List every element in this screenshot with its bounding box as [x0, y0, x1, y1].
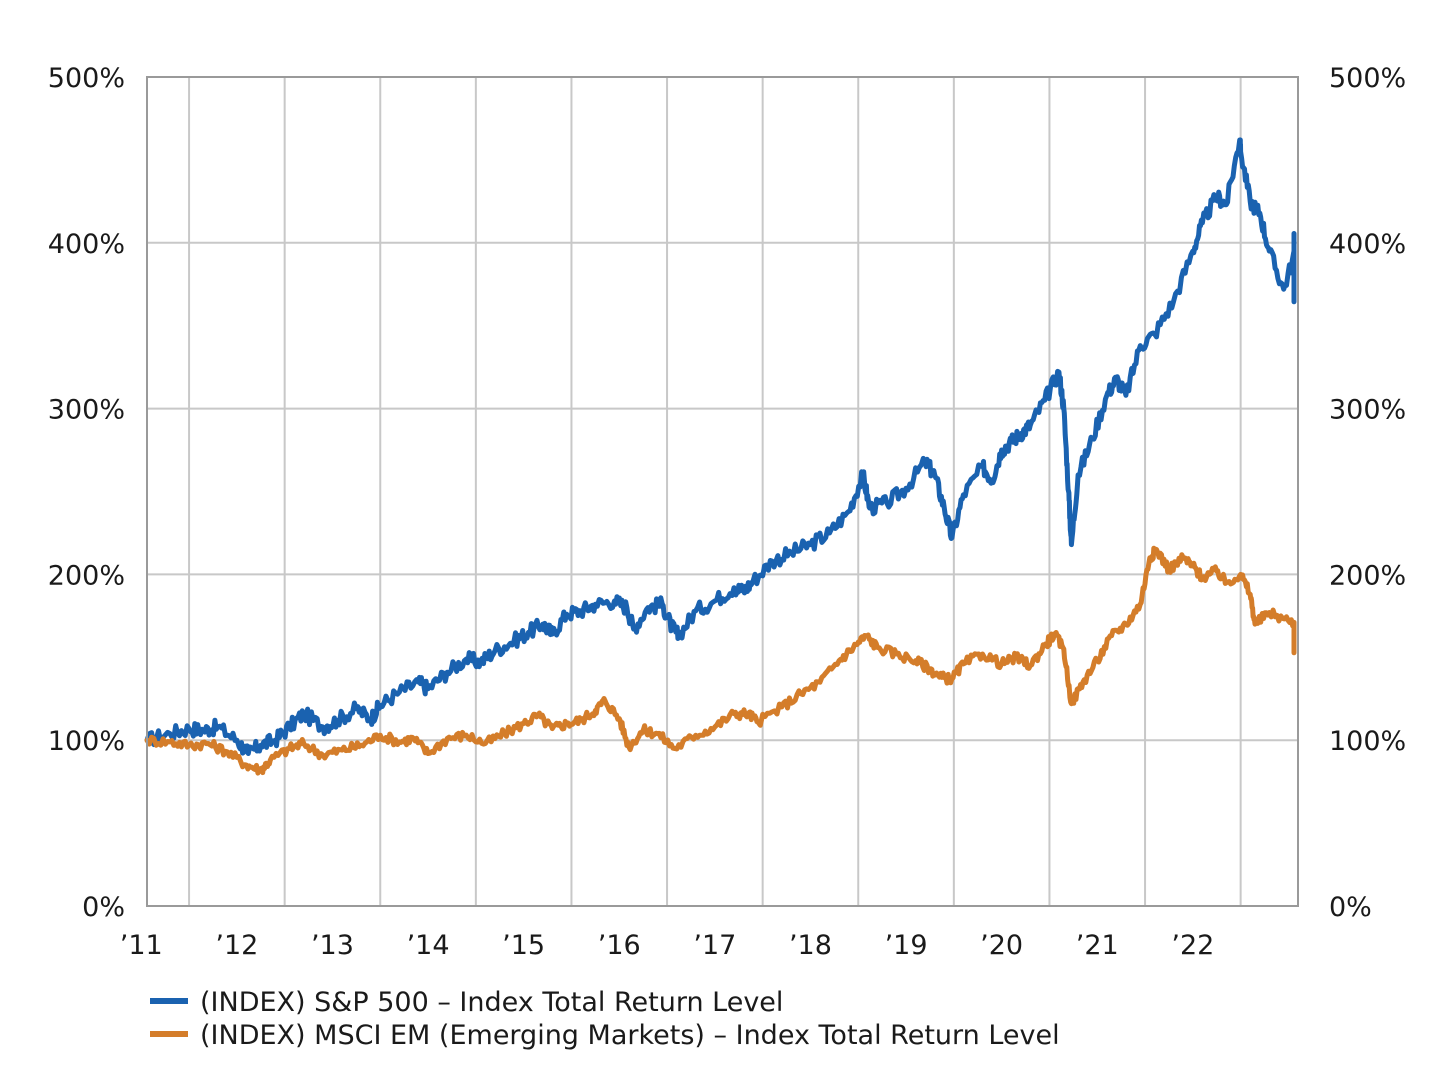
x-tick-label: ’18: [789, 930, 832, 961]
y-tick-label-left: 200%: [48, 560, 125, 591]
x-tick-label: ’13: [311, 930, 354, 961]
x-tick-label: ’11: [120, 930, 163, 961]
x-tick-label: ’19: [885, 930, 928, 961]
y-tick-label-right: 300%: [1329, 395, 1406, 426]
x-tick-label: ’16: [598, 930, 641, 961]
x-tick-label: ’20: [980, 930, 1023, 961]
x-tick-label: ’14: [407, 930, 450, 961]
y-tick-label-right: 0%: [1329, 892, 1372, 923]
y-axis-left: 0% 100% 200% 300% 400% 500%: [48, 63, 125, 923]
y-tick-label-left: 300%: [48, 395, 125, 426]
x-tick-label: ’17: [693, 930, 736, 961]
series-group: [144, 137, 1297, 776]
y-tick-label-left: 0%: [82, 892, 125, 923]
legend-label-1: (INDEX) MSCI EM (Emerging Markets) – Ind…: [200, 1020, 1060, 1051]
y-tick-label-left: 400%: [48, 229, 125, 260]
y-tick-label-right: 500%: [1329, 63, 1406, 94]
x-tick-label: ’15: [502, 930, 545, 961]
series-line-1: [144, 545, 1297, 776]
legend-label-0: (INDEX) S&P 500 – Index Total Return Lev…: [200, 987, 783, 1018]
y-tick-label-left: 500%: [48, 63, 125, 94]
x-tick-label: ’12: [215, 930, 258, 961]
y-tick-label-right: 100%: [1329, 726, 1406, 757]
x-tick-label: ’21: [1076, 930, 1119, 961]
y-tick-label-right: 200%: [1329, 560, 1406, 591]
legend: (INDEX) S&P 500 – Index Total Return Lev…: [150, 987, 1060, 1051]
y-tick-label-left: 100%: [48, 726, 125, 757]
x-tick-label: ’22: [1171, 930, 1214, 961]
series-line-0: [144, 137, 1297, 756]
y-axis-right: 0% 100% 200% 300% 400% 500%: [1329, 63, 1406, 923]
plot-frame: [146, 76, 1299, 907]
y-tick-label-right: 400%: [1329, 229, 1406, 260]
x-axis: ’11 ’12 ’13 ’14 ’15 ’16 ’17 ’18 ’19 ’20 ’21 ’22: [120, 930, 1215, 961]
plot-background: [147, 77, 1298, 906]
